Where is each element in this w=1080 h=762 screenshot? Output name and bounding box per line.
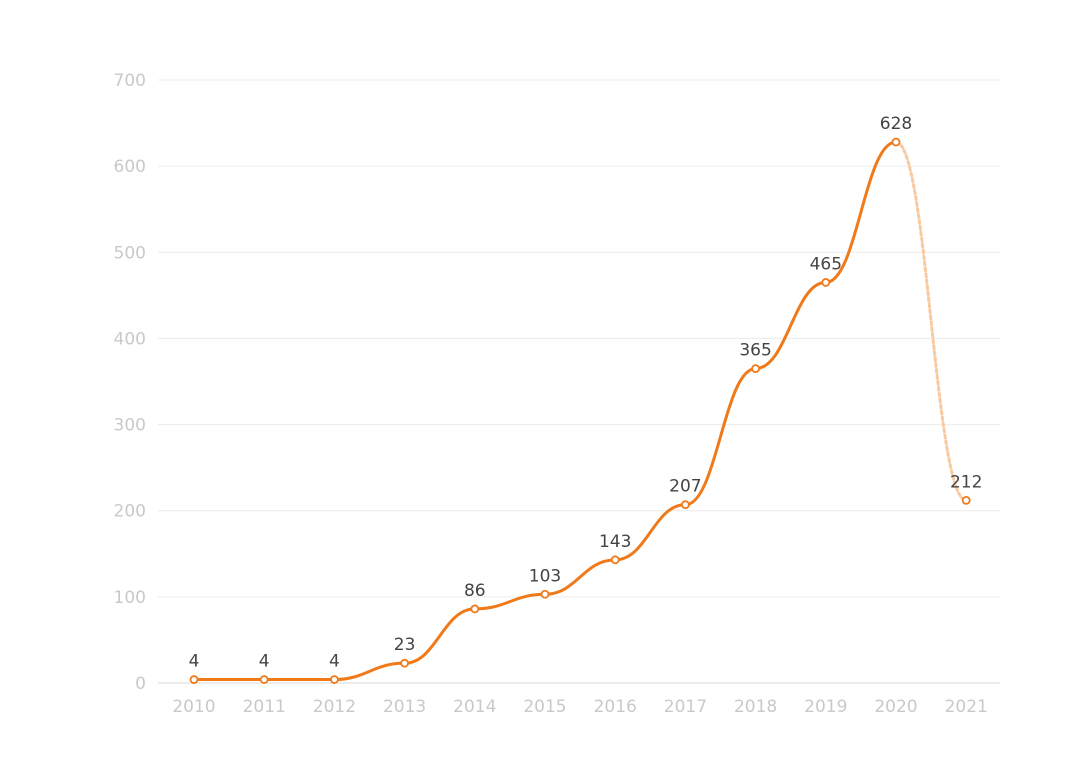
x-tick-label: 2017	[664, 697, 707, 717]
data-point	[400, 658, 410, 668]
data-point	[821, 278, 831, 287]
data-point	[540, 589, 550, 599]
x-tick-label: 2011	[243, 697, 286, 717]
data-label: 465	[810, 254, 842, 274]
data-label: 143	[599, 532, 631, 552]
data-point	[961, 495, 971, 505]
x-tick-label: 2013	[383, 697, 426, 717]
y-tick-label: 600	[114, 157, 146, 177]
data-point	[681, 500, 690, 510]
data-point	[189, 675, 199, 684]
x-tick-label: 2014	[453, 697, 496, 717]
x-tick-label: 2015	[523, 697, 566, 717]
x-tick-label: 2018	[734, 697, 777, 717]
data-point	[891, 137, 901, 147]
data-label: 23	[394, 635, 416, 655]
data-point	[329, 675, 339, 684]
data-label: 207	[669, 477, 701, 497]
data-label: 86	[464, 581, 486, 601]
data-point	[610, 555, 620, 565]
x-tick-label: 2016	[594, 697, 637, 717]
gridlines	[158, 79, 1000, 684]
y-tick-label: 200	[114, 502, 146, 522]
data-labels: 4 4 4 23 86 103 143 207 365 465 628 212	[189, 114, 983, 672]
series-lines	[192, 140, 968, 682]
projected-segment	[894, 140, 968, 502]
x-tick-label: 2012	[313, 697, 356, 717]
y-tick-label: 100	[114, 588, 146, 608]
data-label: 4	[329, 652, 340, 672]
data-label: 4	[259, 652, 270, 672]
data-label: 103	[529, 566, 561, 586]
y-tick-label: 700	[114, 71, 146, 91]
data-point	[751, 364, 760, 373]
series-line	[192, 140, 898, 682]
data-label: 365	[739, 341, 771, 361]
y-axis-ticks: 0 100 200 300 400 500 600 700	[114, 71, 146, 694]
data-points	[189, 137, 971, 684]
data-label: 4	[189, 652, 200, 672]
x-tick-label: 2021	[945, 697, 988, 717]
x-tick-label: 2020	[874, 697, 917, 717]
y-tick-label: 400	[114, 329, 146, 349]
data-point	[259, 675, 269, 684]
data-label: 628	[880, 114, 912, 134]
y-tick-label: 300	[114, 416, 146, 436]
y-tick-label: 0	[135, 674, 146, 694]
x-axis-ticks: 2010 2011 2012 2013 2014 2015 2016 2017 2018 2019…	[172, 697, 987, 717]
data-point	[470, 604, 480, 614]
x-tick-label: 2019	[804, 697, 847, 717]
y-tick-label: 500	[114, 243, 146, 263]
data-label: 212	[950, 472, 982, 492]
x-tick-label: 2010	[172, 697, 215, 717]
